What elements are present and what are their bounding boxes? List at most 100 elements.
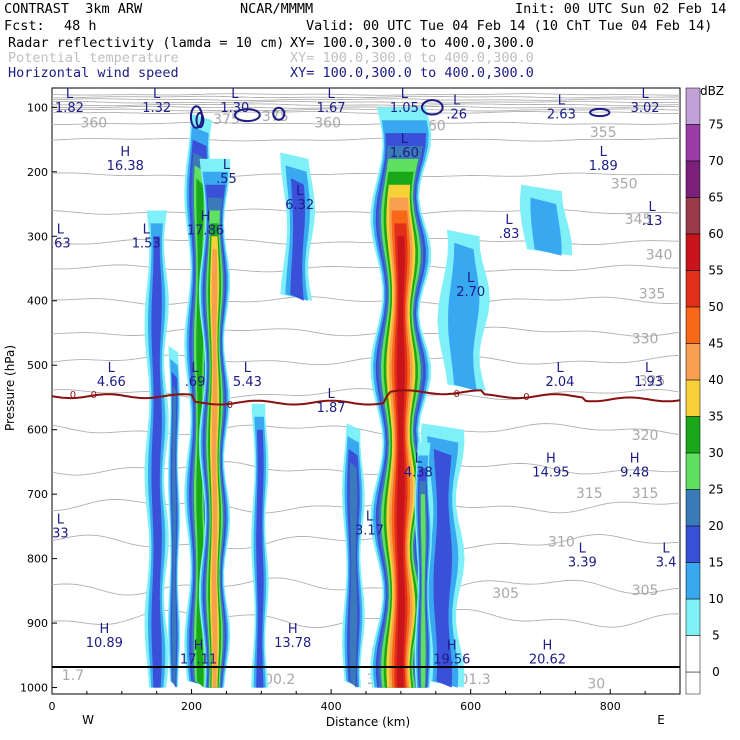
wind-contour: [272, 106, 286, 121]
wind-low-label: L5.43: [233, 361, 262, 390]
wind-extremum-type: L: [66, 87, 74, 102]
wind-extremum-value: 2.63: [547, 108, 576, 123]
wind-extremum-type: H: [201, 210, 211, 225]
wind-extremum-type: L: [296, 184, 304, 199]
theta-label: 315: [576, 486, 603, 502]
wind-low-label: L1.60: [390, 132, 419, 161]
colorbar-level-50: 50: [708, 300, 723, 314]
wind-extremum-type: H: [288, 622, 298, 637]
reflectivity-contour-55: [396, 236, 405, 688]
theta-label: 315: [632, 486, 659, 502]
wind-extremum-value: 14.95: [532, 465, 569, 480]
wind-low-label: L1.93: [634, 361, 663, 390]
wind-low-label: L1.05: [390, 88, 419, 116]
wind-extremum-type: L: [327, 387, 335, 402]
colorbar-level-30: 30: [708, 446, 723, 460]
zero-isotherm-label: 0: [227, 400, 233, 411]
wind-extremum-value: 17.86: [187, 224, 224, 239]
wind-high-label: H16.38: [107, 145, 144, 174]
theta-contour: [52, 121, 680, 126]
colorbar-swatch: [685, 671, 701, 695]
wind-extremum-value: 3.4: [656, 556, 677, 571]
wind-extremum-type: H: [630, 451, 640, 466]
wind-low-label: L3.02: [631, 87, 660, 116]
wind-extremum-type: H: [543, 638, 553, 653]
wind-contour: [195, 112, 205, 129]
theta-label: 1.7: [62, 668, 84, 684]
wind-extremum-value: 1.67: [317, 101, 346, 116]
wind-extremum-value: 19.56: [433, 652, 470, 667]
reflectivity-contour-15: [151, 236, 162, 688]
wind-extremum-type: H: [447, 638, 457, 653]
reflectivity-contour-10: [448, 242, 480, 391]
wind-contour: [420, 99, 444, 116]
field-wind: Horizontal wind speed: [8, 65, 179, 81]
colorbar-swatch: [685, 124, 701, 162]
theta-label: 360: [314, 115, 341, 131]
wind-extremum-value: 1.53: [132, 237, 161, 252]
y-tick-label-400: 400: [27, 295, 48, 308]
theta-contour: [52, 95, 680, 99]
x-tick-label-200: 200: [181, 700, 202, 713]
wind-low-label: L1.32: [142, 87, 171, 116]
wind-extremum-value: 20.62: [529, 652, 566, 667]
zero-isotherm-label: 0: [523, 392, 529, 403]
wind-extremum-type: L: [558, 94, 566, 109]
theta-label: 320: [632, 428, 659, 444]
colorbar-level-25: 25: [708, 483, 723, 497]
wind-extremum-value: 3.39: [568, 556, 597, 571]
theta-label: 335: [639, 286, 666, 302]
theta-contour: [52, 108, 680, 112]
colorbar-level-45: 45: [708, 337, 723, 351]
colorbar-level-5: 5: [712, 629, 720, 643]
wind-low-label: L33: [52, 513, 69, 542]
wind-extremum-value: .55: [216, 172, 237, 187]
colorbar-level-15: 15: [708, 556, 723, 570]
wind-extremum-type: L: [153, 87, 161, 102]
reflectivity-contour-25: [420, 494, 426, 688]
theta-contour: [52, 105, 680, 109]
wind-extremum-type: L: [57, 223, 65, 238]
x-tick-label-400: 400: [321, 700, 342, 713]
header-fcst-value: 48 h: [64, 18, 97, 34]
wind-extremum-type: L: [327, 87, 335, 102]
y-tick-label-800: 800: [27, 553, 48, 566]
y-tick-label-300: 300: [27, 230, 48, 243]
theta-contour: [52, 100, 680, 104]
colorbar-level-55: 55: [708, 264, 723, 278]
wind-low-label: L2.04: [546, 361, 575, 390]
field-theta-xy: XY= 100.0,300.0 to 400.0,300.0: [290, 50, 534, 66]
wind-extremum-value: 13.78: [274, 636, 311, 651]
y-tick-label-700: 700: [27, 488, 48, 501]
header-model: CONTRAST 3km ARW: [4, 1, 143, 17]
field-reflectivity: Radar reflectivity (lamda = 10 cm): [8, 35, 285, 51]
wind-extremum-type: L: [662, 542, 670, 557]
wind-extremum-type: L: [231, 87, 239, 102]
theta-label: 310: [548, 535, 575, 551]
colorbar-level-10: 10: [708, 592, 723, 606]
wind-extremum-type: L: [108, 361, 116, 376]
y-tick-label-1000: 1000: [20, 682, 48, 695]
y-axis-label: Pressure (hPa): [3, 345, 17, 431]
wind-high-label: H20.62: [529, 638, 566, 667]
colorbar-level-70: 70: [708, 154, 723, 168]
wind-extremum-type: H: [546, 451, 556, 466]
axes: 0 200 400 600 800100200300400500600700800900…: [20, 101, 646, 713]
colorbar-level-20: 20: [708, 519, 723, 533]
wind-extremum-value: 9.48: [620, 465, 649, 480]
colorbar-swatch: [685, 525, 701, 563]
wind-contour: [189, 105, 203, 129]
wind-high-label: H13.78: [274, 622, 311, 651]
x-tick-label-0: 0: [49, 700, 56, 713]
colorbar-swatch: [685, 379, 701, 417]
wind-extremum-type: L: [641, 87, 649, 102]
wind-high-label: H9.48: [620, 451, 649, 480]
wind-low-label: L1.89: [589, 145, 618, 174]
x-axis-label: Distance (km): [326, 715, 410, 729]
colorbar-swatch: [685, 87, 701, 125]
wind-extremum-value: 6.32: [285, 198, 314, 213]
colorbar-level-75: 75: [708, 118, 723, 132]
theta-label: 345: [625, 212, 652, 228]
theta-label: 330: [632, 331, 659, 347]
